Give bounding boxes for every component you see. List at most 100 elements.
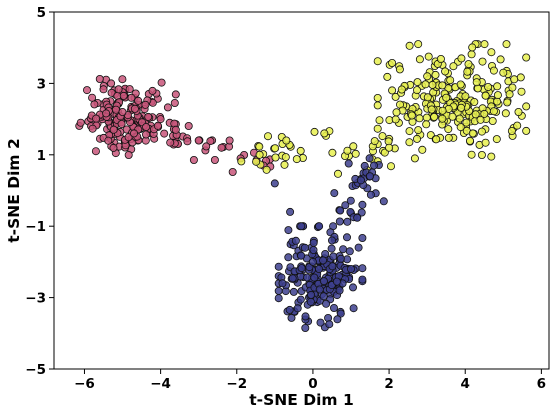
data-point-cluster-2 — [513, 121, 522, 130]
data-point-cluster-3 — [293, 304, 302, 313]
data-point-cluster-2 — [422, 120, 431, 129]
data-point-cluster-3 — [274, 286, 283, 295]
data-point-cluster-3 — [335, 217, 344, 226]
data-point-cluster-2 — [351, 149, 360, 158]
data-point-cluster-1 — [104, 136, 113, 145]
data-point-cluster-1 — [107, 79, 116, 88]
data-point-cluster-3 — [330, 189, 339, 198]
data-point-cluster-2 — [413, 78, 422, 87]
data-point-cluster-1 — [141, 130, 150, 139]
data-point-cluster-3 — [310, 273, 319, 282]
data-point-cluster-2 — [388, 59, 397, 68]
data-point-cluster-2 — [463, 67, 472, 76]
data-point-cluster-1 — [125, 85, 134, 94]
data-point-cluster-1 — [124, 133, 133, 142]
data-point-cluster-3 — [346, 196, 355, 205]
data-point-cluster-3 — [379, 197, 388, 206]
data-point-cluster-2 — [508, 83, 517, 92]
data-point-cluster-1 — [171, 125, 180, 134]
data-point-cluster-3 — [369, 161, 378, 170]
data-point-cluster-2 — [441, 67, 450, 76]
x-tick-label: 6 — [537, 376, 546, 392]
data-point-cluster-2 — [487, 48, 496, 57]
data-point-cluster-3 — [341, 201, 350, 210]
points-layer — [75, 40, 531, 332]
data-point-cluster-2 — [476, 115, 485, 124]
data-point-cluster-2 — [432, 135, 441, 144]
data-point-cluster-2 — [487, 152, 496, 161]
data-point-cluster-3 — [301, 312, 310, 321]
data-point-cluster-2 — [467, 150, 476, 159]
data-point-cluster-1 — [109, 143, 118, 152]
data-point-cluster-2 — [468, 129, 477, 138]
data-point-cluster-2 — [383, 72, 392, 81]
data-point-cluster-2 — [405, 41, 414, 50]
data-point-cluster-2 — [385, 143, 394, 152]
data-point-cluster-1 — [170, 99, 179, 108]
data-point-cluster-2 — [456, 80, 465, 89]
data-point-cluster-2 — [373, 57, 382, 66]
data-point-cluster-2 — [438, 106, 447, 115]
data-point-cluster-2 — [457, 103, 466, 112]
data-point-cluster-3 — [307, 290, 316, 299]
data-point-cluster-3 — [309, 245, 318, 254]
y-tick-label: −3 — [25, 291, 46, 307]
data-point-cluster-2 — [333, 169, 342, 178]
data-point-cluster-2 — [505, 90, 514, 99]
data-point-cluster-2 — [446, 76, 455, 85]
data-point-cluster-3 — [300, 243, 309, 252]
data-point-cluster-2 — [375, 116, 384, 125]
data-point-cluster-3 — [336, 206, 345, 215]
data-point-cluster-2 — [465, 136, 474, 145]
data-point-cluster-2 — [442, 93, 451, 102]
data-point-cluster-3 — [327, 236, 336, 245]
data-point-cluster-3 — [297, 222, 306, 231]
data-point-cluster-3 — [354, 243, 363, 252]
data-point-cluster-3 — [286, 207, 295, 216]
x-axis-ticks: −6 −4 −2 0 2 4 6 — [74, 369, 546, 392]
data-point-cluster-3 — [343, 217, 352, 226]
data-point-cluster-2 — [255, 150, 264, 159]
data-point-cluster-3 — [316, 318, 325, 327]
data-point-cluster-2 — [468, 43, 477, 52]
data-point-cluster-1 — [184, 122, 193, 131]
data-point-cluster-2 — [320, 129, 329, 138]
data-point-cluster-2 — [522, 53, 531, 62]
data-point-cluster-2 — [407, 111, 416, 120]
data-point-cluster-3 — [314, 264, 323, 273]
data-point-cluster-2 — [522, 102, 531, 111]
data-point-cluster-3 — [288, 274, 297, 283]
data-point-cluster-1 — [90, 100, 99, 109]
data-point-cluster-2 — [489, 107, 498, 116]
x-tick-label: −4 — [150, 376, 171, 392]
data-point-cluster-1 — [157, 78, 166, 87]
data-point-cluster-2 — [397, 85, 406, 94]
data-point-cluster-3 — [308, 257, 317, 266]
data-point-cluster-3 — [289, 287, 298, 296]
data-point-cluster-2 — [467, 50, 476, 59]
data-point-cluster-2 — [489, 66, 498, 75]
data-point-cluster-2 — [427, 105, 436, 114]
data-point-cluster-3 — [287, 313, 296, 322]
data-point-cluster-1 — [95, 75, 104, 84]
data-point-cluster-1 — [118, 75, 127, 84]
data-point-cluster-2 — [456, 123, 465, 132]
data-point-cluster-2 — [271, 153, 280, 162]
data-point-cluster-2 — [501, 109, 510, 118]
data-point-cluster-1 — [228, 167, 237, 176]
data-point-cluster-2 — [492, 135, 501, 144]
data-point-cluster-2 — [237, 157, 246, 166]
data-point-cluster-2 — [522, 126, 531, 135]
data-point-cluster-2 — [477, 150, 486, 159]
x-tick-label: 4 — [461, 376, 470, 392]
data-point-cluster-3 — [360, 161, 369, 170]
data-point-cluster-3 — [344, 159, 353, 168]
data-point-cluster-2 — [449, 62, 458, 71]
data-point-cluster-2 — [421, 80, 430, 89]
data-point-cluster-2 — [263, 132, 272, 141]
data-point-cluster-3 — [339, 245, 348, 254]
data-point-cluster-2 — [503, 98, 512, 107]
data-point-cluster-1 — [118, 108, 127, 117]
data-point-cluster-2 — [423, 72, 432, 81]
data-point-cluster-2 — [252, 157, 261, 166]
